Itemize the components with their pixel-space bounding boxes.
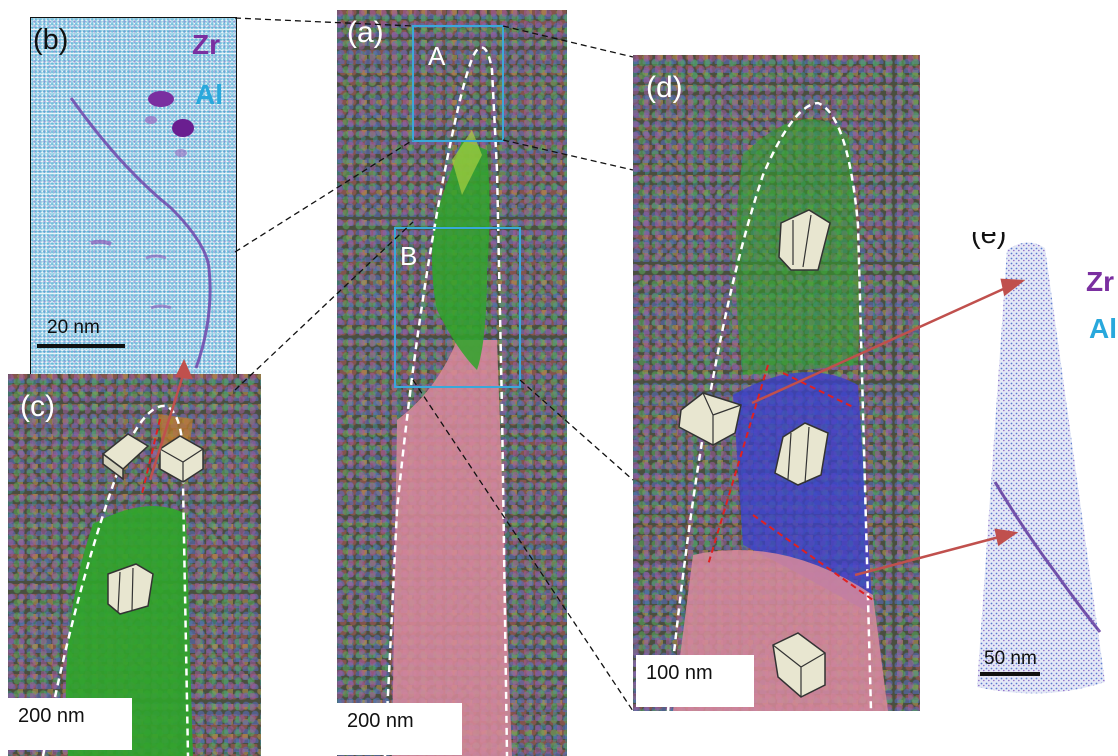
arrowhead-icon bbox=[1000, 278, 1026, 297]
panel-d-features bbox=[666, 101, 888, 711]
region-a-box bbox=[412, 25, 504, 142]
panel-d-label: (d) bbox=[646, 71, 683, 104]
tip-outline bbox=[383, 46, 509, 756]
zr-segregation-line bbox=[69, 97, 212, 369]
apt-tip-shape bbox=[977, 242, 1105, 694]
panel-c-features bbox=[41, 404, 204, 756]
crystal-orientation-icon bbox=[101, 433, 150, 481]
connector-line bbox=[234, 221, 414, 391]
arrow-to-panel-e-top bbox=[751, 284, 1011, 405]
panel-e-scale-label: 50 nm bbox=[984, 648, 1037, 669]
panel-a-scale-box: 200 nm bbox=[337, 703, 462, 755]
panel-b-zr-label: Zr bbox=[192, 29, 220, 60]
connector-line bbox=[519, 379, 634, 481]
panel-e-scale-bar bbox=[980, 672, 1040, 676]
grain-boundary-line bbox=[707, 364, 769, 566]
arrow-to-panel-e-boundary bbox=[854, 534, 1004, 577]
green-phase-region bbox=[432, 140, 490, 370]
region-a-label: A bbox=[428, 41, 446, 71]
panel-c-label: (c) bbox=[20, 390, 55, 423]
panel-e-apt-map: (e) Zr Al 50 nm bbox=[965, 232, 1118, 702]
crystal-orientation-icon bbox=[772, 632, 826, 698]
connector-line bbox=[234, 17, 414, 27]
grain-boundary-line bbox=[141, 418, 161, 495]
connector-line bbox=[502, 139, 634, 171]
panel-b-apt-map: (b) Zr Al 20 nm bbox=[30, 17, 237, 392]
zr-cluster bbox=[148, 91, 174, 107]
panel-b-features bbox=[69, 91, 212, 369]
arrowhead-icon bbox=[175, 359, 194, 380]
zr-cluster bbox=[172, 119, 194, 137]
panel-a-scale-bar bbox=[343, 746, 391, 750]
panel-c-scale-box: 200 nm bbox=[8, 698, 132, 750]
grain-boundary-line bbox=[782, 372, 854, 408]
arrow-to-panel-b bbox=[148, 371, 186, 481]
crystal-orientation-icon bbox=[159, 435, 204, 483]
tip-outline bbox=[666, 101, 873, 711]
panel-e-zr-label: Zr bbox=[1086, 266, 1114, 297]
region-b-box bbox=[394, 227, 521, 388]
panel-e-label: (e) bbox=[971, 232, 1007, 250]
crystal-orientation-icon bbox=[778, 209, 831, 271]
panel-d-scale-label: 100 nm bbox=[646, 662, 713, 684]
panel-c-scale-bar bbox=[14, 744, 114, 748]
panel-d-phase-map: (d) 100 nm bbox=[633, 55, 920, 711]
connector-line bbox=[412, 379, 634, 712]
panel-a-phase-map: (a) A B 200 nm bbox=[337, 10, 567, 756]
connector-line bbox=[234, 139, 414, 253]
panel-a-label: (a) bbox=[347, 16, 384, 49]
green-phase-region bbox=[65, 506, 193, 756]
crystal-orientation-icon bbox=[774, 422, 829, 486]
crystal-orientation-icon bbox=[678, 392, 742, 446]
crystal-orientation-icon bbox=[107, 563, 154, 615]
connector-line bbox=[502, 25, 634, 58]
arrowhead-icon bbox=[994, 528, 1019, 547]
panel-c-scale-label: 200 nm bbox=[18, 705, 85, 727]
panel-c-phase-map: (c) 200 nm bbox=[8, 374, 261, 756]
panel-b-label: (b) bbox=[33, 24, 69, 56]
region-b-label: B bbox=[400, 241, 418, 271]
pink-phase-region bbox=[392, 340, 512, 756]
panel-e-features bbox=[977, 242, 1105, 694]
panel-b-al-label: Al bbox=[195, 79, 223, 110]
panel-b-scale-label: 20 nm bbox=[47, 317, 100, 338]
panel-b-scale-bar bbox=[37, 344, 125, 348]
zr-segregation-line bbox=[993, 481, 1102, 633]
grain-boundary-line bbox=[752, 514, 874, 601]
panel-a-features bbox=[383, 25, 521, 756]
panel-e-al-label: Al bbox=[1089, 313, 1117, 344]
panel-a-scale-label: 200 nm bbox=[347, 710, 414, 732]
panel-d-scale-bar bbox=[641, 695, 731, 699]
